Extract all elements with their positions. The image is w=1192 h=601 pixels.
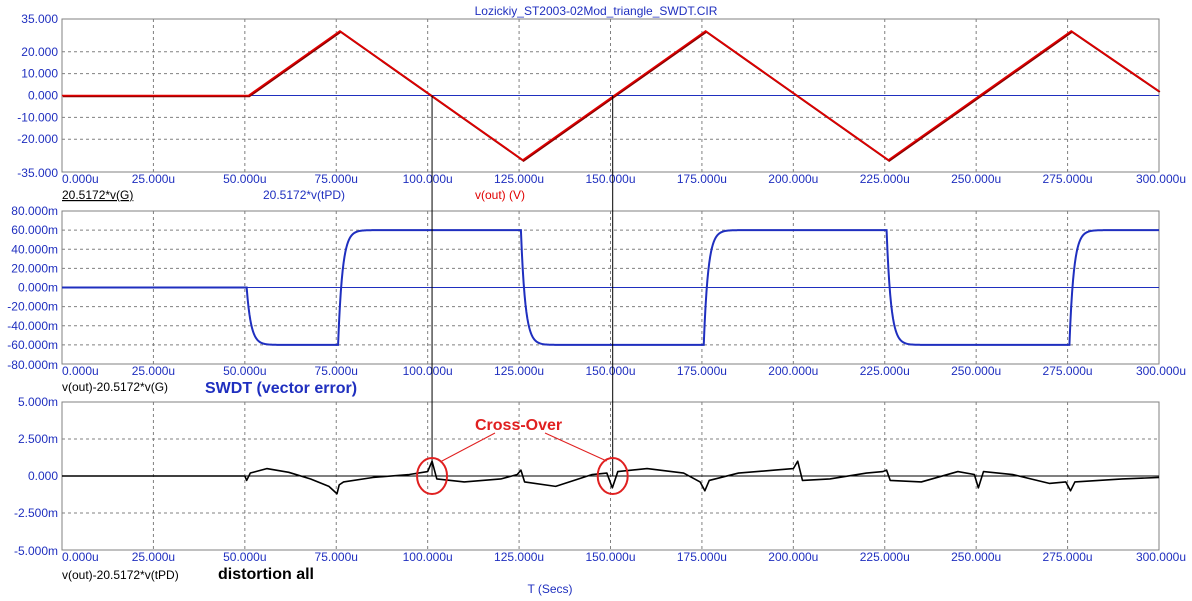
crossover-circle <box>596 457 629 495</box>
x-tick-label: 175.000u <box>677 550 727 564</box>
x-tick-label: 200.000u <box>768 550 818 564</box>
y-tick-label: 80.000m <box>11 204 58 218</box>
distortion-annotation: distortion all <box>218 566 314 583</box>
x-tick-label: 250.000u <box>951 364 1001 378</box>
y-tick-label: 5.000m <box>18 395 58 409</box>
x-tick-label: 125.000u <box>494 364 544 378</box>
x-tick-label: 100.000u <box>403 172 453 186</box>
y-tick-label: -10.000 <box>17 110 58 124</box>
x-tick-label: 75.000u <box>315 172 358 186</box>
legend-plot2: v(out)-20.5172*v(G) <box>62 380 168 394</box>
y-tick-label: 10.000 <box>21 67 58 81</box>
y-tick-label: -20.000m <box>7 300 58 314</box>
x-tick-label: 300.000u <box>1136 550 1186 564</box>
y-tick-label: 2.500m <box>18 432 58 446</box>
x-tick-label: 100.000u <box>403 550 453 564</box>
x-tick-label: 200.000u <box>768 364 818 378</box>
y-tick-label: 0.000 <box>28 469 58 483</box>
x-tick-label: 175.000u <box>677 172 727 186</box>
x-tick-label: 0.000u <box>62 550 99 564</box>
y-tick-label: 0.000m <box>18 281 58 295</box>
x-tick-label: 250.000u <box>951 172 1001 186</box>
y-tick-label: -20.000 <box>17 132 58 146</box>
x-tick-label: 75.000u <box>315 550 358 564</box>
y-tick-label: -2.500m <box>14 506 58 520</box>
x-tick-label: 125.000u <box>494 172 544 186</box>
x-tick-label: 25.000u <box>132 550 175 564</box>
legend-plot3: v(out)-20.5172*v(tPD) <box>62 568 179 582</box>
legend-plot1-tpd: 20.5172*v(tPD) <box>263 188 345 202</box>
x-tick-label: 25.000u <box>132 172 175 186</box>
x-tick-label: 150.000u <box>585 172 635 186</box>
x-tick-label: 175.000u <box>677 364 727 378</box>
plot-distortion: 0.000u 25.000u 50.000u 75.000u 100.000u 125.0… <box>14 395 1186 564</box>
legend-plot1-vout: v(out) (V) <box>475 188 525 202</box>
x-tick-label: 275.000u <box>1043 172 1093 186</box>
series-distortion-trace <box>62 460 1160 495</box>
x-axis-label: T (Secs) <box>527 582 572 596</box>
x-tick-label: 50.000u <box>223 172 266 186</box>
x-tick-label: 250.000u <box>951 550 1001 564</box>
x-tick-label: 50.000u <box>223 550 266 564</box>
x-tick-label: 125.000u <box>494 550 544 564</box>
x-tick-label: 275.000u <box>1043 364 1093 378</box>
y-tick-label: -5.000m <box>14 544 58 558</box>
series-vout-trace <box>62 30 1160 161</box>
x-tick-label: 75.000u <box>315 364 358 378</box>
y-tick-label: 35.000 <box>21 12 58 26</box>
y-tick-label: -40.000m <box>7 319 58 333</box>
series-tpd-trace <box>62 30 1161 163</box>
x-tick-label: 225.000u <box>860 550 910 564</box>
x-tick-label: 275.000u <box>1043 550 1093 564</box>
y-tick-label: -60.000m <box>7 338 58 352</box>
series-vector-error-trace <box>62 229 1159 346</box>
x-tick-label: 100.000u <box>403 364 453 378</box>
swdt-annotation: SWDT (vector error) <box>205 380 357 397</box>
crossover-pointer <box>544 432 607 462</box>
x-tick-label: 25.000u <box>132 364 175 378</box>
y-tick-label: 40.000m <box>11 242 58 256</box>
window-title: Lozickiy_ST2003-02Mod_triangle_SWDT.CIR <box>475 4 718 18</box>
x-tick-label: 225.000u <box>860 172 910 186</box>
crossover-overlay <box>416 95 629 495</box>
x-tick-label: 150.000u <box>585 364 635 378</box>
x-tick-label: 225.000u <box>860 364 910 378</box>
legend-plot1-g: 20.5172*v(G) <box>62 188 133 202</box>
x-tick-label: 150.000u <box>585 550 635 564</box>
y-tick-label: 0.000 <box>28 89 58 103</box>
y-tick-label: 20.000m <box>11 261 58 275</box>
y-tick-label: 60.000m <box>11 223 58 237</box>
x-tick-label: 300.000u <box>1136 364 1186 378</box>
x-tick-label: 200.000u <box>768 172 818 186</box>
y-tick-label: -35.000 <box>17 166 58 180</box>
x-tick-label: 0.000u <box>62 364 99 378</box>
x-tick-label: 0.000u <box>62 172 99 186</box>
crossover-annotation: Cross-Over <box>475 417 562 434</box>
x-tick-label: 300.000u <box>1136 172 1186 186</box>
plot-vout-triangle: 0.000u 25.000u 50.000u 75.000u 100.000u 125.0… <box>17 12 1186 186</box>
y-tick-label: -80.000m <box>7 358 58 372</box>
x-tick-label: 50.000u <box>223 364 266 378</box>
crossover-pointer <box>439 432 496 463</box>
crossover-circle <box>416 457 449 495</box>
y-tick-label: 20.000 <box>21 45 58 59</box>
plot-vector-error: 0.000u 25.000u 50.000u 75.000u 100.000u 125.0… <box>7 204 1186 378</box>
